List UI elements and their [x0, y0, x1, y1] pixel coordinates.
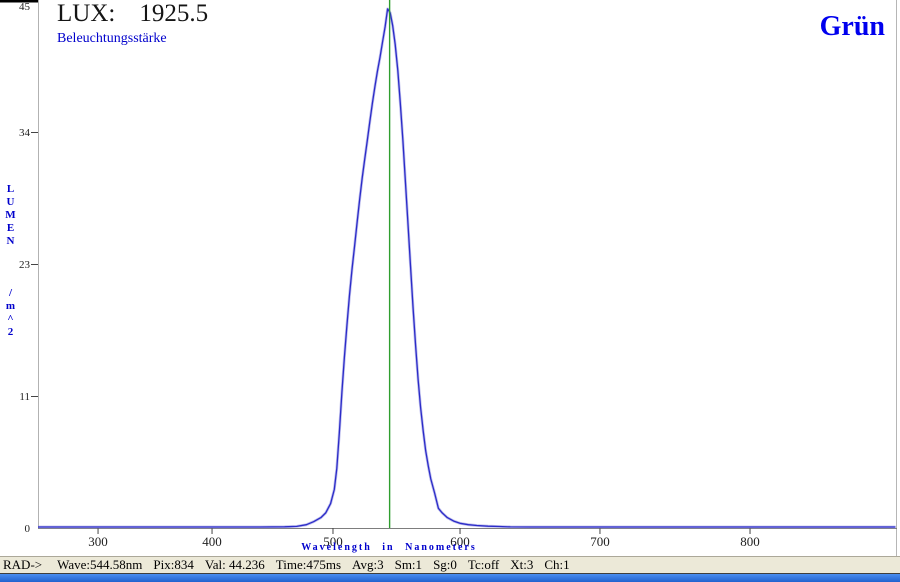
y-unit-letter: M: [5, 209, 16, 221]
y-axis-top-tick: [0, 0, 38, 3]
status-item: Pix:834: [153, 557, 194, 572]
x-tick-label: 600: [450, 534, 470, 549]
spectrum-curve: [38, 8, 896, 528]
y-unit-letter: 2: [7, 326, 14, 338]
status-item: Tc:off: [467, 557, 500, 572]
illuminance-subtitle: Beleuchtungsstärke: [57, 31, 167, 46]
y-tick-label: 45: [19, 1, 31, 13]
lux-label: LUX:: [57, 0, 116, 27]
y-unit-letter: m: [5, 300, 16, 312]
status-item: RAD->: [3, 557, 43, 572]
status-bar: RAD-> Wave:544.58nm Pix:834 Val: 44.236 Time…: [0, 556, 900, 574]
status-item: Sg:0: [433, 557, 457, 572]
spectrum-plot[interactable]: 45 34 23 11 0 300 400 500 600 700 800: [0, 0, 900, 556]
y-unit-letter: U: [6, 196, 15, 208]
y-unit-letter: /: [8, 287, 13, 299]
y-unit-letter: E: [6, 222, 15, 234]
status-item: Wave:544.58nm: [57, 557, 143, 572]
y-tick-label: 23: [19, 259, 31, 271]
channel-label: Grün: [819, 11, 885, 42]
taskbar-strip[interactable]: [0, 574, 900, 582]
chart-area: 45 34 23 11 0 300 400 500 600 700 800 LUX: 1925.5 B…: [0, 0, 900, 556]
status-item: Avg:3: [352, 557, 384, 572]
x-tick-label: 300: [88, 534, 108, 549]
y-axis-unit-per-m2: / m ^ 2: [3, 287, 18, 339]
x-tick-label: 800: [740, 534, 760, 549]
y-tick-label: 0: [25, 523, 31, 535]
y-unit-letter: L: [6, 183, 15, 195]
y-unit-letter: N: [6, 235, 15, 247]
x-tick-label: 700: [590, 534, 610, 549]
y-unit-letter: ^: [7, 313, 14, 325]
x-tick-label: 400: [202, 534, 222, 549]
lux-readout: LUX: 1925.5: [57, 0, 208, 28]
status-item: Xt:3: [510, 557, 534, 572]
x-tick-label: 500: [323, 534, 343, 549]
x-axis-title: Wavelength in Nanometers: [301, 542, 477, 553]
lux-value: 1925.5: [139, 0, 209, 27]
status-item: Val: 44.236: [204, 557, 265, 572]
spectrum-curve-halo: [38, 7, 896, 529]
y-tick-label: 11: [19, 391, 30, 403]
y-tick-label: 34: [19, 127, 31, 139]
status-item: Sm:1: [394, 557, 423, 572]
status-item: Time:475ms: [275, 557, 342, 572]
status-item: Ch:1: [544, 557, 570, 572]
